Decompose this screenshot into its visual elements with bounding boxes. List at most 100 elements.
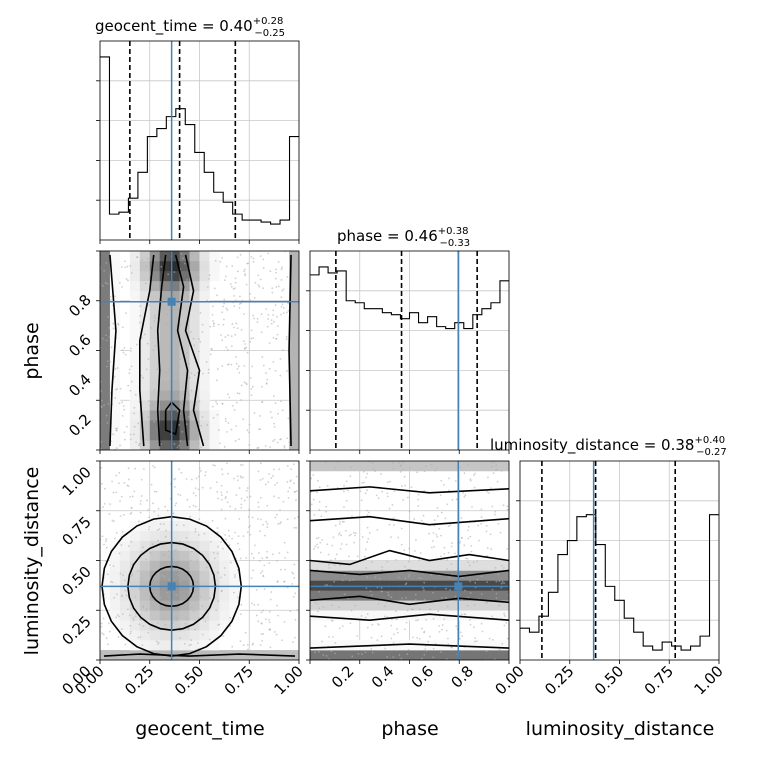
density-cell: [289, 270, 299, 282]
sample-point: [474, 472, 476, 475]
density-cell: [199, 300, 210, 311]
sample-point: [209, 353, 212, 356]
density-cell: [459, 580, 470, 591]
density-cell: [159, 640, 170, 651]
sample-point: [213, 557, 216, 560]
sample-point: [218, 429, 220, 431]
sample-point: [345, 543, 348, 546]
density-cell: [339, 461, 351, 472]
density-cell: [389, 560, 400, 571]
sample-point: [237, 479, 239, 482]
sample-point: [291, 571, 294, 574]
sample-point: [381, 569, 384, 572]
density-cell: [179, 560, 190, 571]
sample-point: [294, 618, 297, 621]
density-cell: [449, 600, 460, 611]
sample-point: [485, 530, 488, 533]
sample-point: [293, 526, 296, 529]
sample-point: [440, 511, 443, 514]
sample-point: [230, 285, 233, 288]
sample-point: [234, 507, 237, 510]
sample-point: [296, 365, 299, 367]
sample-point: [425, 649, 428, 652]
sample-point: [295, 490, 298, 493]
sample-point: [438, 630, 441, 633]
sample-point: [420, 519, 423, 522]
sample-point: [285, 338, 288, 340]
sample-point: [101, 284, 104, 287]
density-cell: [109, 270, 121, 282]
sample-point: [157, 507, 160, 510]
sample-point: [103, 269, 106, 272]
sample-point: [356, 555, 359, 558]
sample-point: [354, 534, 356, 537]
sample-point: [364, 616, 367, 619]
sample-point: [142, 468, 145, 470]
density-cell: [199, 290, 210, 302]
sample-point: [201, 331, 204, 333]
sample-point: [312, 498, 315, 501]
sample-point: [378, 577, 381, 580]
density-cell: [289, 400, 299, 411]
density-cell: [359, 570, 370, 581]
sample-point: [459, 637, 461, 640]
density-cell: [459, 650, 470, 660]
sample-point: [178, 424, 181, 426]
density-cell: [109, 440, 121, 450]
sample-point: [464, 494, 467, 497]
sample-point: [155, 576, 158, 579]
sample-point: [337, 461, 340, 463]
sample-point: [167, 556, 170, 558]
sample-point: [423, 470, 426, 473]
sample-point: [267, 481, 270, 483]
density-cell: [499, 461, 509, 472]
sample-point: [107, 316, 109, 318]
density-cell: [499, 600, 509, 611]
sample-point: [102, 506, 104, 508]
sample-point: [392, 642, 395, 644]
sample-point: [478, 539, 480, 542]
sample-point: [476, 578, 479, 581]
sample-point: [383, 615, 386, 618]
sample-point: [259, 255, 262, 258]
sample-point: [282, 349, 284, 352]
sample-point: [101, 632, 104, 635]
sample-point: [386, 656, 389, 658]
sample-point: [173, 486, 176, 488]
sample-point: [275, 268, 278, 271]
sample-point: [264, 483, 267, 486]
density-cell: [100, 270, 111, 282]
density-cell: [159, 360, 170, 371]
sample-point: [194, 487, 197, 490]
density-cell: [149, 400, 160, 411]
density-cell: [169, 380, 180, 391]
sample-point: [271, 416, 273, 419]
sample-point: [121, 594, 124, 597]
density-cell: [310, 600, 321, 611]
y-tick-label: 1.00: [58, 463, 94, 499]
sample-point: [380, 590, 383, 593]
density-cell: [149, 560, 160, 571]
density-cell: [439, 560, 450, 571]
sample-point: [258, 560, 261, 562]
sample-point: [133, 425, 136, 428]
sample-point: [252, 337, 255, 340]
sample-point: [273, 426, 276, 428]
sample-point: [201, 416, 204, 418]
sample-point: [227, 529, 230, 532]
sample-point: [177, 493, 180, 496]
density-cell: [189, 580, 200, 591]
density-cell: [469, 610, 480, 621]
sample-point: [401, 597, 404, 600]
sample-point: [109, 503, 112, 505]
sample-point: [283, 445, 286, 447]
sample-point: [139, 618, 142, 621]
sample-point: [197, 488, 200, 491]
sample-point: [440, 651, 442, 654]
sample-point: [198, 509, 201, 511]
sample-point: [469, 580, 471, 583]
sample-point: [243, 313, 246, 315]
sample-point: [153, 421, 156, 423]
sample-point: [414, 599, 417, 601]
sample-point: [440, 479, 443, 482]
